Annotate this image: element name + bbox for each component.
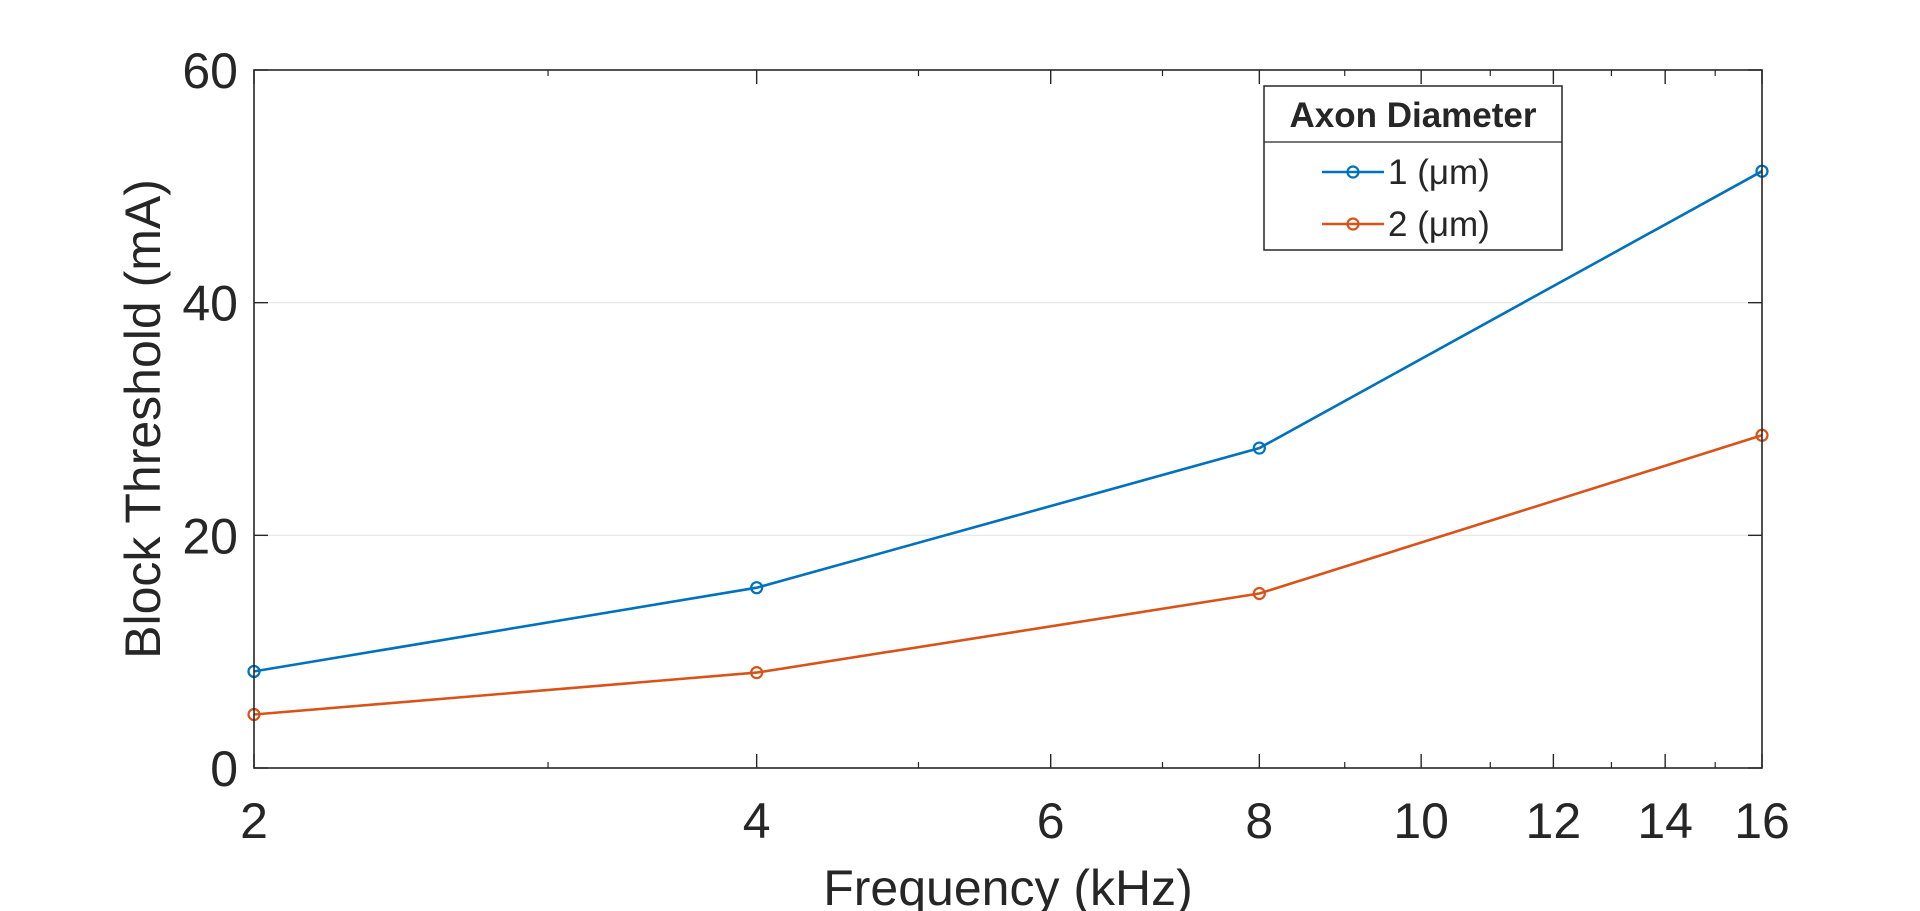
legend-box <box>1263 85 1563 251</box>
series-1-point <box>750 581 764 595</box>
legend: Axon Diameter 1 (μm) 2 (μm) <box>1263 85 1563 251</box>
series-2-point <box>1252 586 1266 601</box>
x-tick-label: 6 <box>1037 793 1065 849</box>
x-tick-label: 12 <box>1526 793 1582 849</box>
axes <box>253 69 1763 769</box>
tick-labels: 2 4 6 8 10 12 14 16 0 20 40 60 <box>182 43 1789 849</box>
series-line-2 <box>253 434 1763 716</box>
y-tick-label: 20 <box>182 508 238 564</box>
y-tick-label: 0 <box>210 741 238 797</box>
legend-label-2: 2 (μm) <box>1388 205 1490 244</box>
legend-title: Axon Diameter <box>1289 96 1536 135</box>
series-line-1 <box>253 170 1763 673</box>
legend-marker-1 <box>1346 165 1360 179</box>
series-1-point <box>1252 441 1266 455</box>
x-tick-label: 14 <box>1637 793 1693 849</box>
x-axis-title: Frequency (kHz) <box>823 860 1193 911</box>
x-tick-label: 8 <box>1245 793 1273 849</box>
legend-entries: 1 (μm) 2 (μm) <box>1322 153 1490 244</box>
x-tick-label: 16 <box>1734 793 1790 849</box>
legend-marker-2 <box>1346 217 1360 231</box>
axes-box <box>253 69 1763 769</box>
x-tick-label: 4 <box>743 793 771 849</box>
legend-label-1: 1 (μm) <box>1388 153 1490 192</box>
y-tick-label: 40 <box>182 276 238 332</box>
x-tick-label: 2 <box>240 793 268 849</box>
grid-lines <box>254 302 1762 536</box>
series-2-point <box>750 666 764 680</box>
y-axis-title: Block Threshold (mA) <box>115 179 171 659</box>
x-tick-label: 10 <box>1393 793 1449 849</box>
y-tick-label: 60 <box>182 43 238 99</box>
